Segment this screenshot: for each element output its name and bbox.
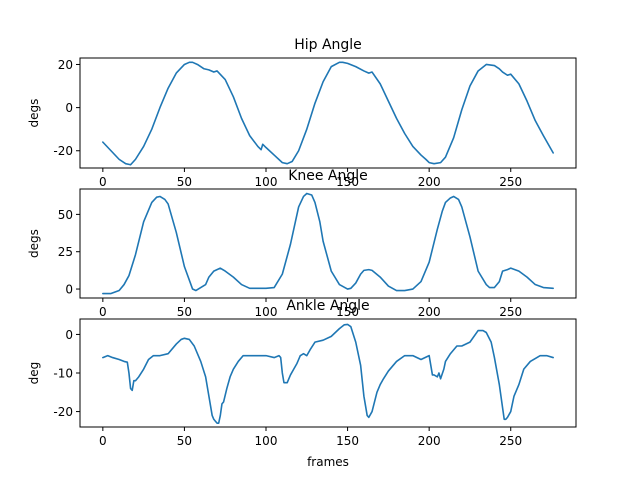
ankle-angle-x-axis-label: frames <box>307 455 349 469</box>
knee-angle-x-tick-label: 150 <box>336 305 359 319</box>
ankle-angle-panel: 0 50 100 150 200 250 -20 -10 0 Ankle Angle deg fram… <box>27 298 577 469</box>
knee-angle-y-tick-label: 25 <box>58 245 73 259</box>
ankle-angle-x-tick-label: 50 <box>177 434 192 448</box>
ankle-angle-x-tick-label: 100 <box>255 434 278 448</box>
ankle-angle-y-tick-label: 0 <box>65 328 73 342</box>
hip-angle-y-tick-label: -20 <box>53 144 73 158</box>
ankle-angle-y-axis-label: deg <box>27 362 41 385</box>
hip-angle-y-tick-label: 0 <box>65 101 73 115</box>
hip-angle-axes-frame <box>79 57 577 169</box>
ankle-angle-x-tick-label: 200 <box>418 434 441 448</box>
ankle-angle-axes-frame <box>79 318 577 428</box>
hip-angle-x-tick-label: 0 <box>99 175 107 189</box>
ankle-angle-x-tick-label: 150 <box>336 434 359 448</box>
hip-angle-x-tick-label: 50 <box>177 175 192 189</box>
hip-angle-title: Hip Angle <box>294 37 362 53</box>
ankle-angle-title: Ankle Angle <box>286 298 369 314</box>
knee-angle-x-tick-label: 250 <box>499 305 522 319</box>
knee-angle-panel: 0 50 100 150 200 250 0 25 50 Knee Angle degs <box>27 168 577 319</box>
knee-angle-x-tick-label: 100 <box>255 305 278 319</box>
knee-angle-title: Knee Angle <box>288 168 368 184</box>
hip-angle-x-tick-label: 250 <box>499 175 522 189</box>
hip-angle-panel: 0 50 100 150 200 250 -20 0 20 Hip Angle degs <box>27 37 577 189</box>
hip-angle-x-tick-label: 150 <box>336 175 359 189</box>
ankle-angle-x-tick-label: 0 <box>99 434 107 448</box>
hip-angle-x-tick-label: 200 <box>418 175 441 189</box>
knee-angle-axes-frame <box>79 188 577 299</box>
knee-angle-y-tick-label: 0 <box>65 283 73 297</box>
knee-angle-x-tick-label: 200 <box>418 305 441 319</box>
knee-angle-x-tick-label: 50 <box>177 305 192 319</box>
knee-angle-x-tick-label: 0 <box>99 305 107 319</box>
ankle-angle-series-line <box>102 323 554 424</box>
ankle-angle-x-tick-label: 250 <box>499 434 522 448</box>
knee-angle-y-axis-label: degs <box>27 229 41 258</box>
ankle-angle-y-tick-label: -10 <box>53 367 73 381</box>
knee-angle-y-tick-label: 50 <box>58 208 73 222</box>
hip-angle-series-line <box>102 61 554 166</box>
ankle-angle-y-tick-label: -20 <box>53 405 73 419</box>
hip-angle-x-tick-label: 100 <box>255 175 278 189</box>
hip-angle-y-tick-label: 20 <box>58 58 73 72</box>
hip-angle-y-axis-label: degs <box>27 99 41 128</box>
knee-angle-series-line <box>102 192 554 295</box>
